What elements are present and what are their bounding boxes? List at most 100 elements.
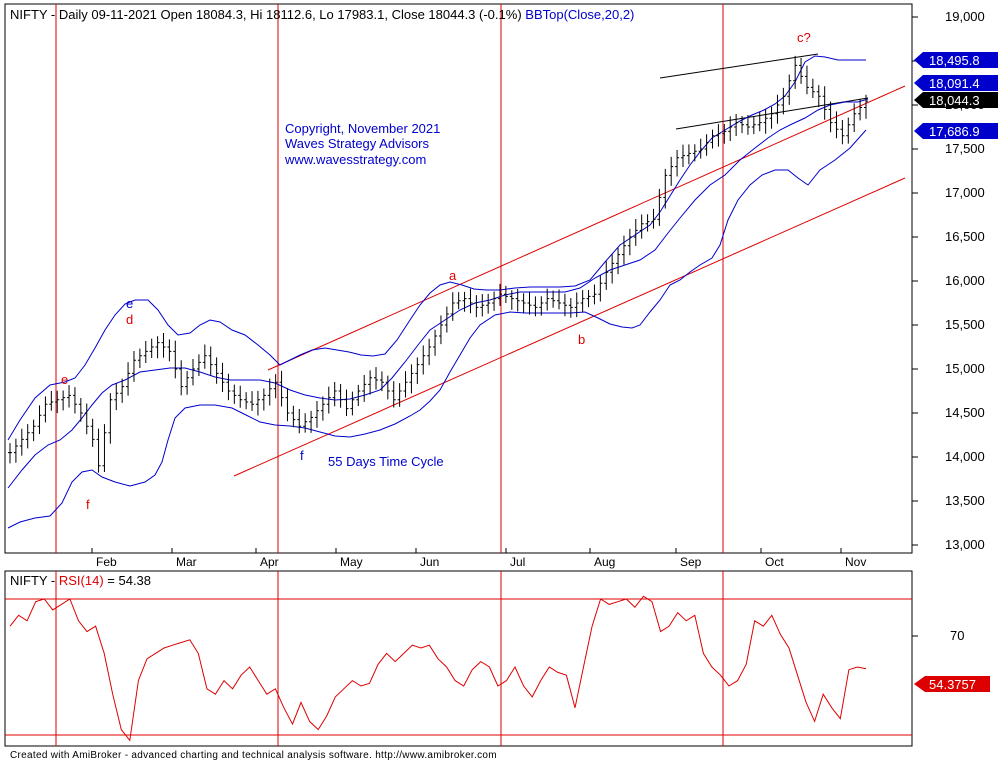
rsi-tick-label-70: 70: [950, 628, 964, 643]
price-tag-label: 17,686.9: [929, 124, 980, 139]
price-bar: [704, 134, 709, 156]
price-bar: [338, 384, 343, 408]
price-bar: [828, 101, 833, 133]
price-bar: [397, 383, 402, 407]
price-bar: [846, 117, 851, 144]
copyright-line-1: Copyright, November 2021: [285, 121, 440, 136]
price-tags: 18,495.8 18,091.4 18,044.3 17,686.9: [914, 52, 998, 139]
price-bar: [191, 358, 196, 386]
price-bar: [409, 364, 414, 394]
price-y-axis: 13,000 13,500 14,000 14,500 15,000 15,500 16,0…: [912, 9, 985, 552]
price-bar: [858, 99, 863, 121]
rsi-title-value: = 54.38: [103, 573, 152, 588]
price-bar: [291, 405, 296, 428]
price-bar: [232, 384, 237, 404]
price-bar: [781, 87, 786, 115]
price-bar: [568, 297, 573, 318]
price-bar: [67, 385, 72, 408]
price-bar: [362, 374, 367, 402]
month-label: May: [340, 555, 363, 569]
price-bar: [31, 419, 36, 442]
price-tick-label: 14,500: [945, 405, 985, 420]
price-bar: [468, 288, 473, 314]
price-bar: [438, 315, 443, 345]
price-bar: [562, 293, 567, 317]
price-bar: [273, 374, 278, 399]
price-bar: [385, 375, 390, 400]
rsi-value-tag-label: 54.3757: [929, 677, 976, 692]
price-bar: [515, 289, 520, 312]
price-bar: [350, 391, 355, 416]
price-panel-frame: [4, 3, 913, 554]
price-bar: [557, 289, 562, 310]
price-bar: [574, 292, 579, 318]
price-bar: [173, 340, 178, 379]
wave-label-a: a: [449, 268, 457, 283]
wave-label-e: e: [126, 296, 133, 311]
month-axis: Feb Mar Apr May Jun Jul Aug Sep Oct Nov: [91, 548, 866, 569]
month-label: Aug: [594, 555, 615, 569]
price-bar: [539, 296, 544, 316]
month-label: Nov: [845, 555, 866, 569]
price-bar: [840, 120, 845, 145]
price-tick-label: 17,000: [945, 185, 985, 200]
price-bar: [864, 94, 868, 119]
wave-label-b: b: [578, 332, 585, 347]
price-bar: [456, 292, 461, 310]
price-bar: [261, 388, 266, 411]
price-bar: [126, 362, 131, 396]
price-bar: [657, 188, 662, 226]
rsi-title-prefix: NIFTY -: [10, 573, 59, 588]
wave-label-c: c?: [797, 30, 811, 45]
price-tick-label: 15,500: [945, 317, 985, 332]
price-bar: [326, 386, 331, 414]
price-bar: [816, 85, 821, 108]
price-bar: [72, 387, 77, 414]
price-tick-label: 13,500: [945, 493, 985, 508]
price-bar: [728, 116, 733, 141]
price-bar: [220, 362, 225, 392]
price-bar: [19, 428, 24, 456]
price-bar: [250, 391, 255, 411]
price-bar: [279, 370, 284, 407]
price-bar: [427, 338, 432, 366]
price-tag-label: 18,044.3: [929, 93, 980, 108]
rsi-line: [9, 595, 867, 742]
rsi-value-tag: 54.3757: [914, 676, 990, 692]
price-bar: [621, 235, 626, 265]
price-bar: [645, 214, 650, 232]
price-bar: [480, 294, 485, 317]
rsi-y-axis: 70: [912, 628, 964, 643]
price-bar: [769, 106, 774, 129]
price-bar: [267, 378, 272, 406]
month-label: Jul: [510, 555, 525, 569]
time-cycle-lines: [55, 4, 724, 746]
price-tag-label: 18,091.4: [929, 76, 980, 91]
price-bar: [740, 116, 745, 134]
price-bar: [196, 354, 201, 376]
time-cycle-label: 55 Days Time Cycle: [328, 454, 444, 469]
price-bar: [90, 418, 95, 447]
price-tick-label: 14,000: [945, 449, 985, 464]
price-bar: [551, 290, 556, 308]
bb-legend-label: BBTop(Close,20,2): [525, 7, 635, 22]
price-bar: [344, 389, 349, 416]
price-bar: [775, 94, 780, 124]
price-bar: [804, 65, 809, 95]
wave-label-d: d: [126, 312, 133, 327]
price-bar: [226, 373, 231, 401]
price-bar: [527, 292, 532, 315]
price-bar: [303, 413, 308, 433]
price-bar: [55, 390, 60, 414]
price-bar: [492, 291, 497, 311]
price-bar: [757, 111, 762, 132]
price-bar: [627, 228, 632, 256]
month-label: Feb: [96, 555, 117, 569]
price-bar: [131, 351, 136, 382]
price-bar: [521, 293, 526, 314]
price-bar: [852, 103, 857, 133]
price-bar: [25, 424, 30, 449]
price-bar: [255, 390, 260, 416]
price-bar: [179, 360, 184, 396]
price-bar: [161, 333, 166, 358]
